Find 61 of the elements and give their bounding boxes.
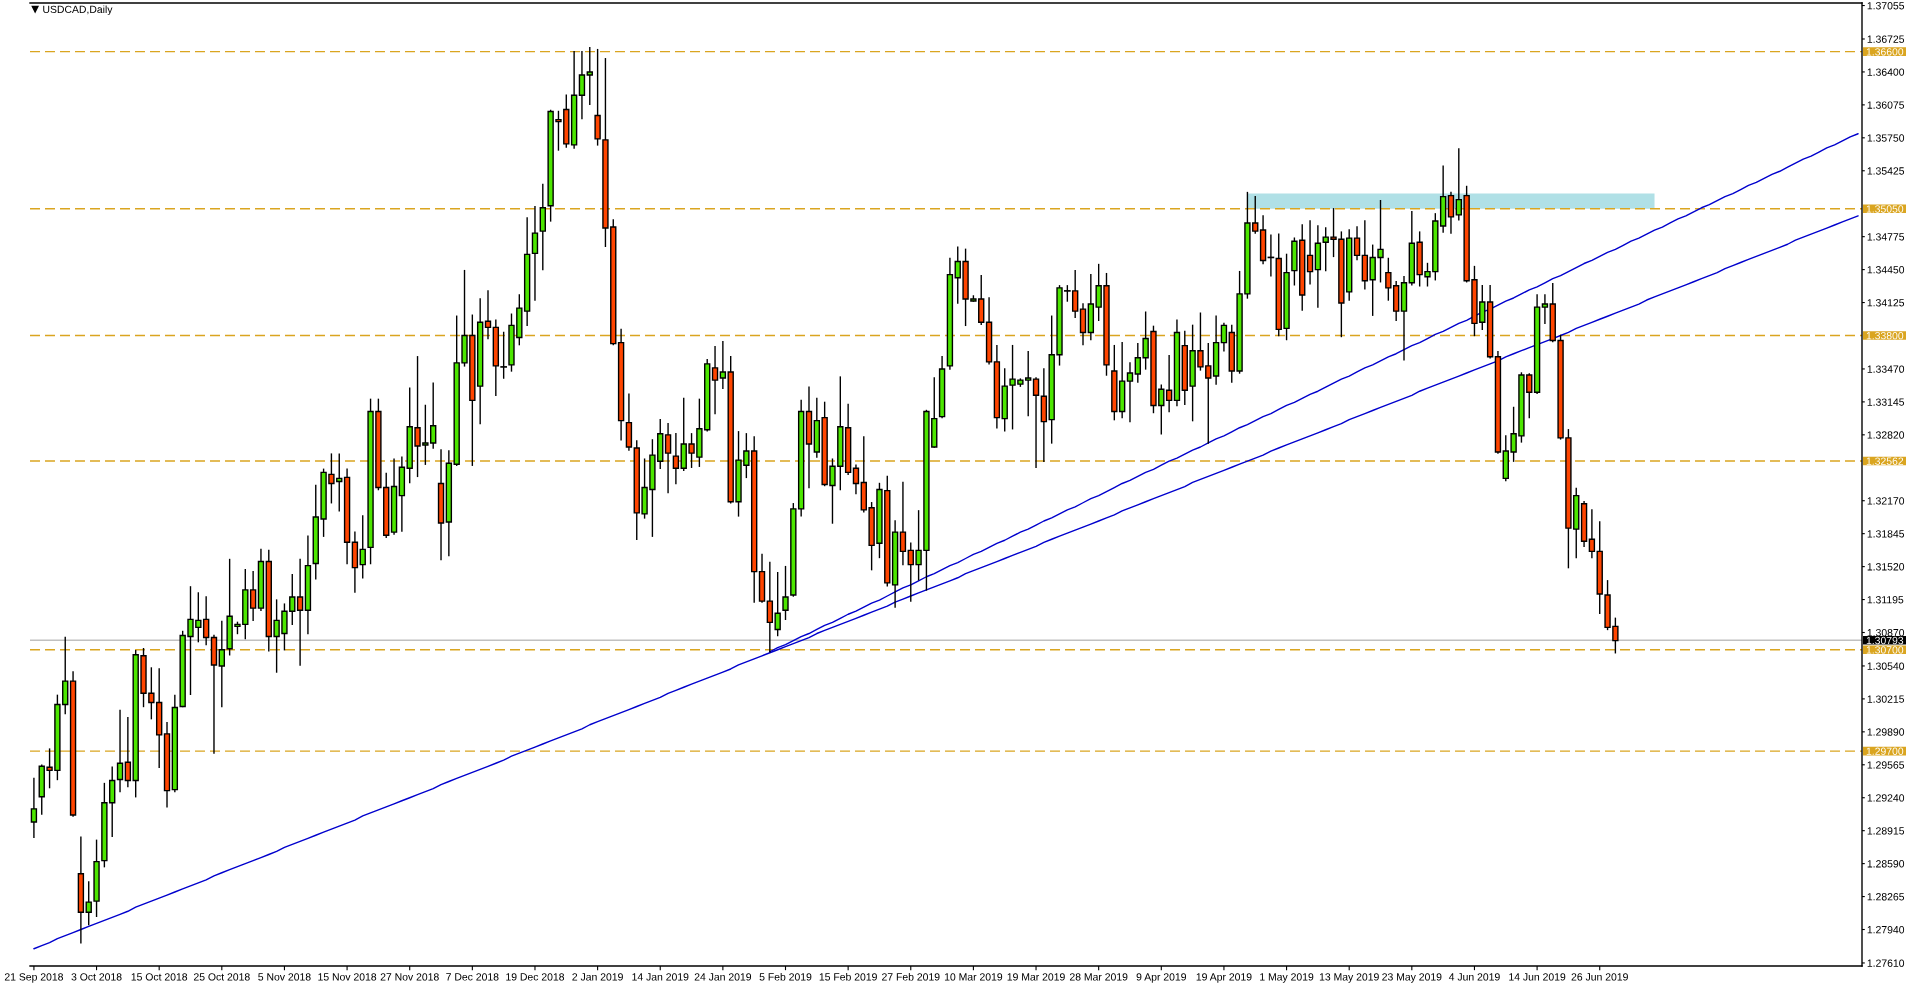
y-tick-label: 1.32820 <box>1867 431 1905 439</box>
x-tick-label: 24 Jan 2019 <box>694 973 752 981</box>
ref-line-label: 1.32562 <box>1866 457 1904 465</box>
x-tick-label: 5 Feb 2019 <box>759 972 812 981</box>
y-tick-label: 1.29890 <box>1867 728 1905 736</box>
ref-line-label: 1.30793 <box>1866 636 1904 645</box>
x-tick-label: 19 Apr 2019 <box>1196 973 1252 983</box>
x-tick-label: 14 Jun 2019 <box>1509 973 1566 981</box>
x-tick-label: 4 Jun 2019 <box>1448 973 1500 981</box>
y-tick-label: 1.37055 <box>1867 2 1905 10</box>
x-tick-label: 27 Feb 2019 <box>882 972 940 981</box>
x-tick-label: 15 Feb 2019 <box>819 972 877 981</box>
y-tick-label: 1.30215 <box>1867 695 1905 703</box>
y-tick-label: 1.31520 <box>1867 563 1905 571</box>
x-tick-label: 27 Nov 2018 <box>380 973 439 981</box>
y-tick-label: 1.34775 <box>1867 233 1905 241</box>
y-tick-label: 1.30540 <box>1867 662 1905 670</box>
y-tick-label: 1.29565 <box>1867 761 1905 769</box>
y-tick-label: 1.33145 <box>1867 398 1905 406</box>
y-tick-label: 1.30870 <box>1867 629 1905 637</box>
ref-line-label: 1.35050 <box>1866 205 1904 213</box>
x-tick-label: 26 Jun 2019 <box>1571 973 1628 981</box>
x-tick-label: 23 May 2019 <box>1382 973 1442 983</box>
y-tick-label: 1.34450 <box>1867 266 1905 274</box>
x-tick-label: 14 Jan 2019 <box>632 973 689 981</box>
x-tick-label: 5 Nov 2018 <box>258 973 311 981</box>
y-tick-label: 1.35425 <box>1867 167 1905 175</box>
x-tick-label: 15 Nov 2018 <box>318 973 377 981</box>
x-tick-label: 21 Sep 2018 <box>4 973 63 983</box>
ref-line-label: 1.36600 <box>1866 48 1904 56</box>
y-tick-label: 1.34125 <box>1867 299 1905 307</box>
x-tick-label: 7 Dec 2018 <box>446 973 499 981</box>
y-tick-label: 1.32170 <box>1867 497 1905 505</box>
y-tick-label: 1.29240 <box>1867 794 1905 802</box>
y-tick-label: 1.33470 <box>1867 365 1905 373</box>
x-tick-label: 10 Mar 2019 <box>944 973 1003 981</box>
x-tick-label: 15 Oct 2018 <box>131 973 188 981</box>
y-tick-label: 1.31195 <box>1867 596 1904 604</box>
ref-line-label: 1.33800 <box>1866 331 1904 340</box>
y-tick-label: 1.28265 <box>1867 893 1905 901</box>
y-tick-label: 1.27940 <box>1867 926 1905 934</box>
y-tick-label: 1.31845 <box>1867 530 1905 538</box>
y-tick-label: 1.28590 <box>1867 860 1905 868</box>
x-tick-label: 19 Dec 2018 <box>506 973 565 981</box>
y-tick-label: 1.28915 <box>1867 827 1905 835</box>
ref-line-label: 1.29700 <box>1866 747 1904 755</box>
x-tick-label: 2 Jan 2019 <box>572 973 623 981</box>
y-tick-label: 1.27610 <box>1867 959 1905 967</box>
ref-line-label: 1.30700 <box>1866 646 1904 654</box>
x-tick-label: 9 Apr 2019 <box>1136 973 1186 983</box>
chart-title: USDCAD,Daily <box>43 5 113 16</box>
x-tick-label: 28 Mar 2019 <box>1069 973 1128 981</box>
x-tick-label: 13 May 2019 <box>1319 973 1379 983</box>
x-tick-label: 1 May 2019 <box>1260 973 1314 983</box>
y-tick-label: 1.36075 <box>1867 101 1905 109</box>
y-tick-label: 1.36400 <box>1867 68 1905 76</box>
y-tick-label: 1.36725 <box>1867 35 1905 43</box>
x-tick-label: 25 Oct 2018 <box>193 973 250 981</box>
x-tick-label: 3 Oct 2018 <box>71 973 122 981</box>
x-tick-label: 19 Mar 2019 <box>1007 973 1065 981</box>
y-tick-label: 1.35750 <box>1867 134 1905 142</box>
